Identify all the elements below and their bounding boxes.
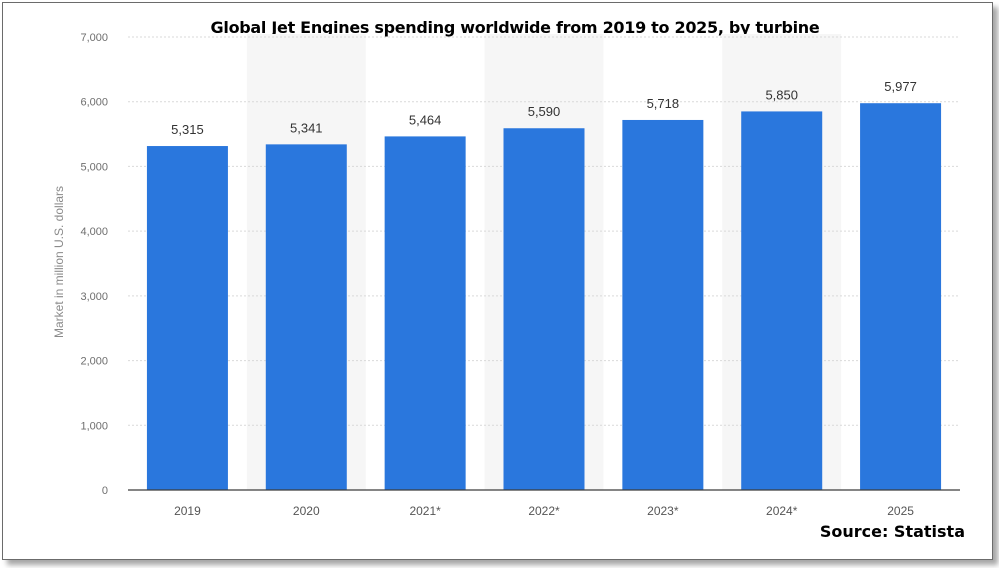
x-tick-label: 2021* xyxy=(409,504,441,518)
bar-2022 xyxy=(503,128,585,491)
x-tick-label: 2019 xyxy=(174,504,201,518)
bar-2021 xyxy=(384,136,466,491)
value-label: 5,850 xyxy=(765,87,798,102)
chart-title: Global Jet Engines spending worldwide fr… xyxy=(210,18,820,37)
y-axis: 0 1,000 2,000 3,000 4,000 5,000 6,000 7,000 xyxy=(80,32,108,497)
y-tick-label: 4,000 xyxy=(80,226,108,238)
value-label: 5,718 xyxy=(647,96,680,111)
value-labels: 5,315 5,341 5,464 5,590 5,718 5,850 5,977 xyxy=(171,79,917,137)
bar-2023 xyxy=(622,119,704,490)
y-tick-label: 6,000 xyxy=(80,97,108,109)
y-axis-label: Market in million U.S. dollars xyxy=(52,186,66,338)
x-tick-label: 2022* xyxy=(528,504,560,518)
x-tick-label: 2020 xyxy=(293,504,320,518)
x-tick-label: 2025 xyxy=(887,504,914,518)
source-note: Source: Statista xyxy=(819,522,965,541)
x-tick-label: 2023* xyxy=(647,504,679,518)
bar-2019 xyxy=(146,146,228,490)
x-axis: 2019 2020 2021* 2022* 2023* 2024* 2025 xyxy=(128,489,960,518)
value-label: 5,341 xyxy=(290,120,323,135)
bar-2024 xyxy=(741,111,823,491)
value-label: 5,464 xyxy=(409,112,442,127)
value-label: 5,315 xyxy=(171,122,204,137)
y-tick-label: 0 xyxy=(102,485,108,497)
y-tick-label: 5,000 xyxy=(80,161,108,173)
value-label: 5,590 xyxy=(528,104,561,119)
value-label: 5,977 xyxy=(884,79,917,94)
bar-2025 xyxy=(860,103,942,491)
y-tick-label: 7,000 xyxy=(80,32,108,44)
bar-2020 xyxy=(265,144,347,490)
y-tick-label: 1,000 xyxy=(80,420,108,432)
y-tick-label: 2,000 xyxy=(80,356,108,368)
x-tick-label: 2024* xyxy=(766,504,798,518)
bars xyxy=(146,103,942,491)
y-tick-label: 3,000 xyxy=(80,291,108,303)
